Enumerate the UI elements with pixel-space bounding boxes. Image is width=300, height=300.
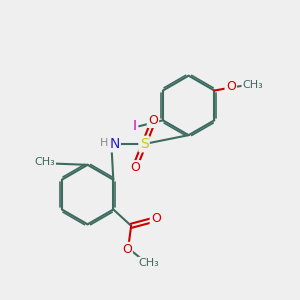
Text: O: O [122,243,132,256]
Text: N: N [109,137,119,151]
Text: S: S [140,137,148,151]
Text: O: O [148,114,158,127]
Text: CH₃: CH₃ [34,157,55,167]
Text: O: O [130,161,140,174]
Text: O: O [226,80,236,93]
Text: I: I [133,119,137,133]
Text: CH₃: CH₃ [243,80,263,90]
Text: H: H [99,138,108,148]
Text: CH₃: CH₃ [139,258,159,268]
Text: O: O [151,212,161,225]
